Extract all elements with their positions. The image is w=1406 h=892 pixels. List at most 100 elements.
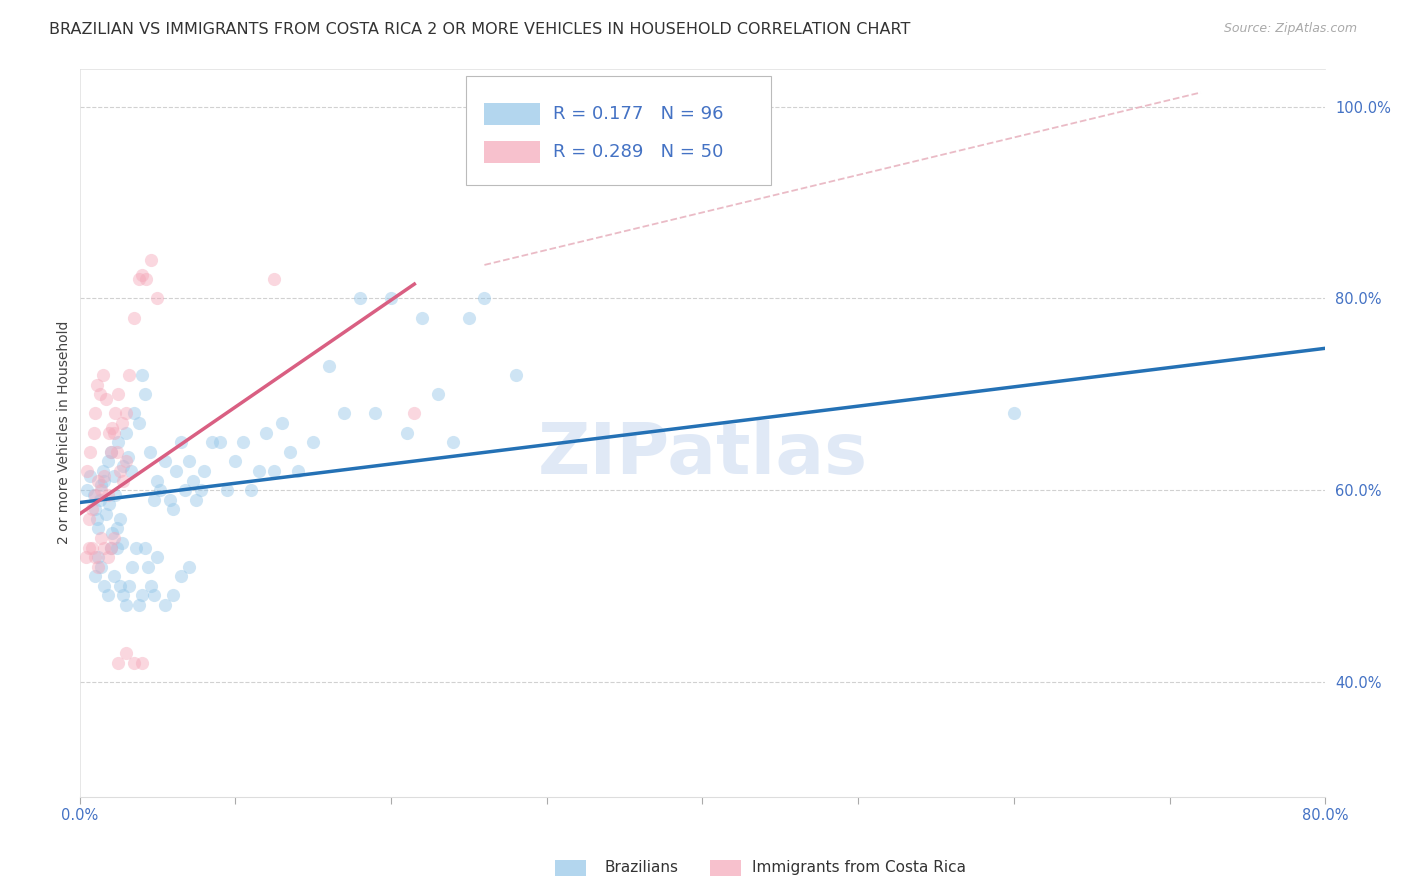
Point — [122, 406, 145, 420]
Point — [107, 656, 129, 670]
Point — [84, 406, 107, 420]
Point — [107, 387, 129, 401]
Point — [141, 253, 163, 268]
Point — [131, 589, 153, 603]
Point — [84, 569, 107, 583]
Point — [87, 550, 110, 565]
Point — [177, 559, 200, 574]
Point — [170, 569, 193, 583]
Point — [101, 421, 124, 435]
Point — [162, 502, 184, 516]
Point — [263, 272, 285, 286]
Point — [96, 454, 118, 468]
Point — [131, 268, 153, 282]
Point — [115, 425, 138, 440]
Point — [143, 589, 166, 603]
Point — [108, 512, 131, 526]
Point — [134, 387, 156, 401]
Point — [104, 406, 127, 420]
Point — [90, 559, 112, 574]
Point — [76, 483, 98, 497]
Point — [159, 492, 181, 507]
Point — [103, 531, 125, 545]
Point — [87, 559, 110, 574]
Point — [94, 392, 117, 406]
Point — [83, 425, 105, 440]
Point — [278, 444, 301, 458]
Point — [91, 368, 114, 383]
Y-axis label: 2 or more Vehicles in Household: 2 or more Vehicles in Household — [58, 321, 72, 544]
Point — [90, 478, 112, 492]
Point — [426, 387, 449, 401]
Point — [181, 474, 204, 488]
Point — [115, 406, 138, 420]
Point — [263, 464, 285, 478]
Point — [93, 468, 115, 483]
Point — [128, 272, 150, 286]
Point — [153, 454, 176, 468]
Point — [128, 416, 150, 430]
Point — [86, 512, 108, 526]
Point — [96, 488, 118, 502]
Point — [128, 598, 150, 612]
Point — [77, 512, 100, 526]
Point — [287, 464, 309, 478]
Point — [117, 450, 139, 464]
Point — [108, 579, 131, 593]
Point — [87, 474, 110, 488]
Point — [112, 459, 135, 474]
Point — [94, 507, 117, 521]
Point — [165, 464, 187, 478]
Point — [93, 579, 115, 593]
Point — [93, 474, 115, 488]
Text: Brazilians: Brazilians — [605, 860, 679, 874]
Point — [87, 521, 110, 535]
Point — [93, 541, 115, 555]
Point — [89, 492, 111, 507]
Point — [208, 435, 231, 450]
Point — [79, 444, 101, 458]
Point — [115, 454, 138, 468]
Point — [105, 521, 128, 535]
Point — [118, 368, 141, 383]
Point — [84, 550, 107, 565]
Point — [505, 368, 527, 383]
Point — [90, 483, 112, 497]
Text: ZIPatlas: ZIPatlas — [537, 420, 868, 489]
Point — [118, 579, 141, 593]
Point — [120, 464, 142, 478]
Point — [247, 464, 270, 478]
Point — [177, 454, 200, 468]
Point — [149, 483, 172, 497]
Point — [122, 310, 145, 325]
Point — [112, 474, 135, 488]
Point — [80, 502, 103, 516]
Point — [162, 589, 184, 603]
Point — [349, 292, 371, 306]
Point — [380, 292, 402, 306]
Point — [136, 559, 159, 574]
Point — [77, 541, 100, 555]
Point — [104, 488, 127, 502]
Point — [100, 541, 122, 555]
Point — [103, 425, 125, 440]
Point — [98, 498, 121, 512]
Text: R = 0.177   N = 96: R = 0.177 N = 96 — [553, 105, 724, 123]
Point — [105, 444, 128, 458]
Bar — [485, 141, 540, 163]
Point — [143, 492, 166, 507]
Text: R = 0.289   N = 50: R = 0.289 N = 50 — [553, 144, 723, 161]
Text: Immigrants from Costa Rica: Immigrants from Costa Rica — [752, 860, 966, 874]
Point — [86, 377, 108, 392]
Point — [141, 579, 163, 593]
Bar — [485, 103, 540, 125]
Point — [302, 435, 325, 450]
Point — [84, 488, 107, 502]
Point — [201, 435, 224, 450]
Point — [217, 483, 239, 497]
Point — [441, 435, 464, 450]
Point — [100, 541, 122, 555]
Point — [474, 292, 496, 306]
Point — [186, 492, 208, 507]
Point — [146, 292, 169, 306]
